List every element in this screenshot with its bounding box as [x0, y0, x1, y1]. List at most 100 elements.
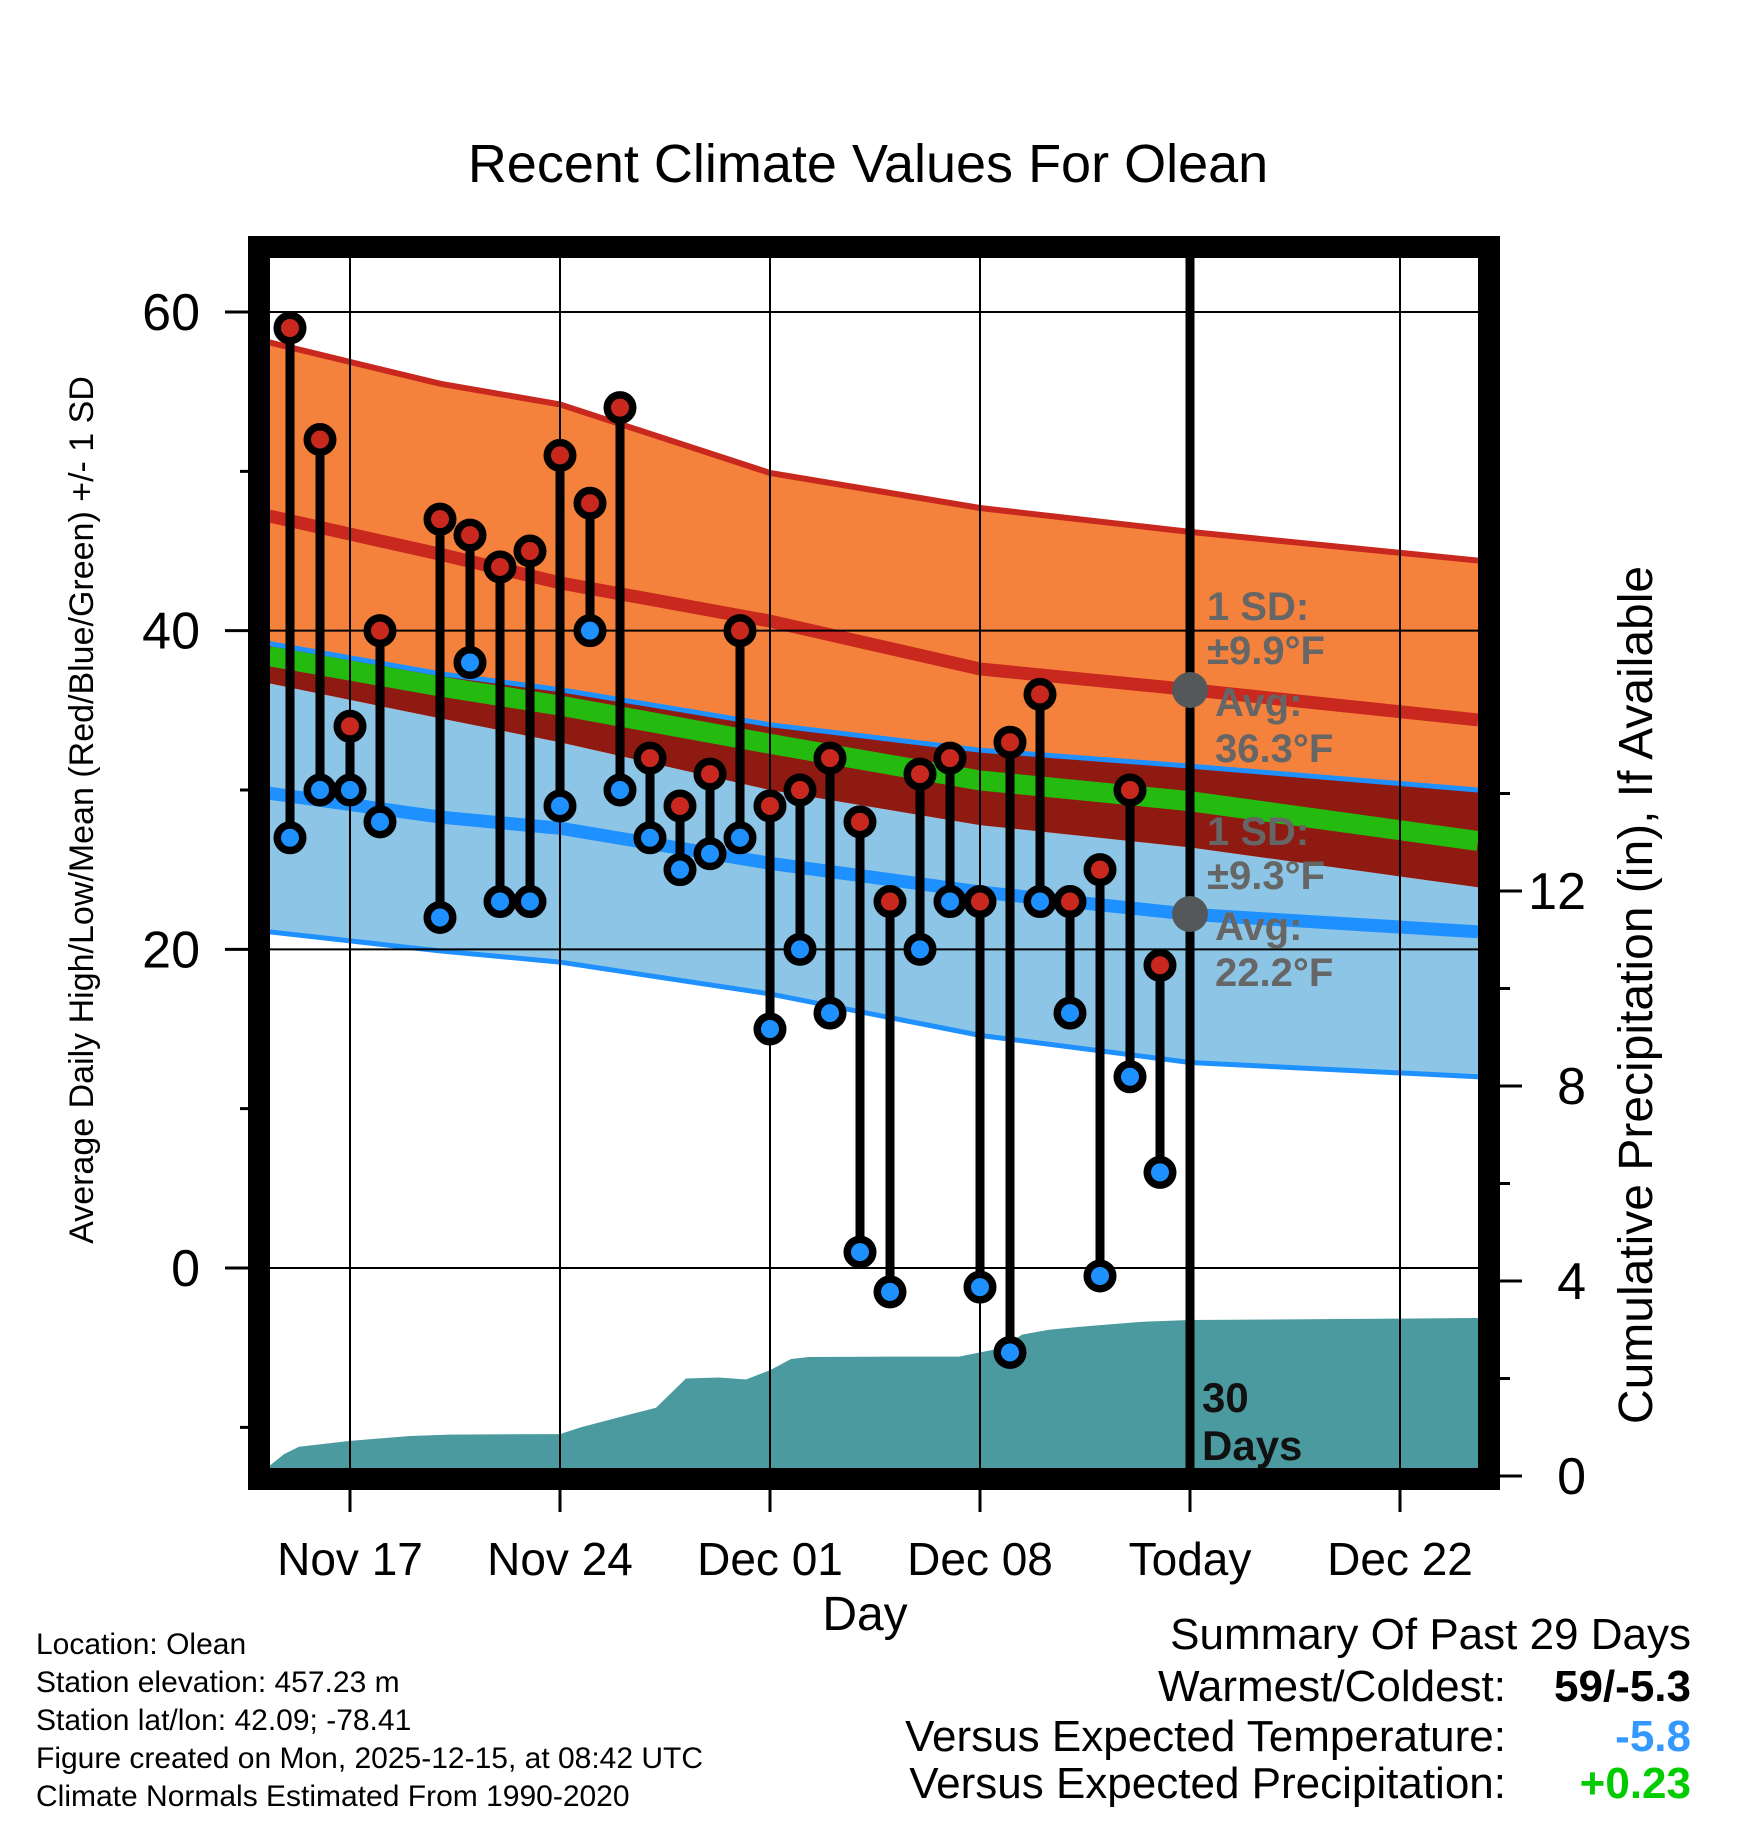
- low-avg-label: Avg:: [1215, 905, 1302, 949]
- warmest-coldest-value: 59/-5.3: [1554, 1662, 1691, 1711]
- summary-title-row: Summary Of Past 29 Days: [1170, 1610, 1691, 1660]
- warmest-coldest-label: Warmest/Coldest:: [1157, 1662, 1506, 1711]
- daily-high-dot: [993, 725, 1027, 759]
- daily-low-dot: [1053, 996, 1087, 1030]
- daily-low-dot: [633, 821, 667, 855]
- low-avg-value: 22.2°F: [1215, 951, 1333, 995]
- daily-high-dot: [1023, 677, 1057, 711]
- daily-low-dot: [873, 1275, 907, 1309]
- figure-created: Figure created on Mon, 2025-12-15, at 08…: [36, 1742, 704, 1775]
- daily-low-dot: [1083, 1259, 1117, 1293]
- daily-low-dot: [603, 773, 637, 807]
- station-location: Location: Olean: [36, 1628, 247, 1661]
- summary-row-vs-temperature: Versus Expected Temperature: -5.8: [905, 1712, 1691, 1762]
- high-avg-marker: [1172, 672, 1208, 708]
- daily-low-dot: [453, 646, 487, 680]
- daily-high-dot: [1083, 853, 1117, 887]
- vs-precipitation-label: Versus Expected Precipitation:: [909, 1759, 1506, 1808]
- daily-low-dot: [513, 885, 547, 919]
- daily-low-dot: [993, 1335, 1027, 1369]
- high-sd-label: 1 SD:: [1207, 585, 1309, 629]
- x-tick-label: Dec 01: [697, 1533, 843, 1585]
- y-right-tick-label: 4: [1557, 1253, 1586, 1311]
- vs-temperature-value: -5.8: [1615, 1712, 1691, 1761]
- daily-low-dot: [423, 900, 457, 934]
- daily-high-dot: [723, 614, 757, 648]
- x-tick-label: Today: [1129, 1533, 1252, 1585]
- daily-low-dot: [843, 1235, 877, 1269]
- daily-low-dot: [903, 932, 937, 966]
- daily-high-dot: [603, 391, 637, 425]
- low-sd-value: ±9.3°F: [1207, 854, 1325, 898]
- daily-low-dot: [963, 1270, 997, 1304]
- daily-high-dot: [633, 741, 667, 775]
- daily-high-dot: [663, 789, 697, 823]
- daily-high-dot: [513, 534, 547, 568]
- y-left-tick-label: 60: [142, 284, 200, 342]
- y-right-tick-label: 0: [1557, 1448, 1586, 1506]
- daily-high-dot: [423, 502, 457, 536]
- daily-high-dot: [753, 789, 787, 823]
- climate-normals-note: Climate Normals Estimated From 1990-2020: [36, 1780, 630, 1813]
- station-latlon: Station lat/lon: 42.09; -78.41: [36, 1704, 412, 1737]
- y-right-axis-title: Cumulative Precipitation (in), If Availa…: [1610, 566, 1663, 1424]
- period-days-line1: 30: [1202, 1374, 1249, 1421]
- daily-high-dot: [303, 422, 337, 456]
- daily-high-dot: [333, 709, 367, 743]
- daily-low-dot: [1143, 1155, 1177, 1189]
- daily-low-dot: [753, 1012, 787, 1046]
- y-right-tick-label: 12: [1528, 863, 1586, 921]
- x-tick-label: Dec 22: [1327, 1533, 1473, 1585]
- daily-low-dot: [663, 853, 697, 887]
- daily-low-dot: [333, 773, 367, 807]
- daily-low-dot: [303, 773, 337, 807]
- daily-low-dot: [783, 932, 817, 966]
- daily-low-dot: [543, 789, 577, 823]
- low-avg-marker: [1172, 896, 1208, 932]
- daily-low-dot: [363, 805, 397, 839]
- station-elevation: Station elevation: 457.23 m: [36, 1666, 400, 1699]
- y-left-tick-label: 0: [171, 1240, 200, 1298]
- daily-high-dot: [453, 518, 487, 552]
- plot-border: [248, 236, 1500, 1490]
- y-left-axis-title: Average Daily High/Low/Mean (Red/Blue/Gr…: [63, 376, 101, 1244]
- x-tick-label: Nov 24: [487, 1533, 633, 1585]
- daily-high-dot: [693, 757, 727, 791]
- daily-high-dot: [543, 438, 577, 472]
- daily-low-dot: [693, 837, 727, 871]
- daily-low-dot: [573, 614, 607, 648]
- daily-high-dot: [783, 773, 817, 807]
- high-avg-label: Avg:: [1215, 681, 1302, 725]
- high-band: [269, 342, 1478, 888]
- daily-high-dot: [273, 311, 307, 345]
- daily-high-dot: [903, 757, 937, 791]
- y-left-tick-label: 20: [142, 921, 200, 979]
- daily-low-dot: [1023, 885, 1057, 919]
- daily-low-dot: [1113, 1060, 1147, 1094]
- daily-high-dot: [363, 614, 397, 648]
- daily-high-dot: [573, 486, 607, 520]
- precip-area: [269, 1318, 1478, 1468]
- high-sd-value: ±9.9°F: [1207, 629, 1325, 673]
- daily-high-dot: [963, 885, 997, 919]
- period-days-line2: Days: [1202, 1422, 1302, 1469]
- daily-low-dot: [273, 821, 307, 855]
- x-tick-label: Dec 08: [907, 1533, 1053, 1585]
- daily-high-dot: [843, 805, 877, 839]
- x-axis-title: Day: [822, 1588, 907, 1641]
- high-avg-value: 36.3°F: [1215, 727, 1333, 771]
- x-tick-label: Nov 17: [277, 1533, 423, 1585]
- daily-high-dot: [873, 885, 907, 919]
- vs-precipitation-value: +0.23: [1579, 1759, 1691, 1808]
- chart-title: Recent Climate Values For Olean: [468, 134, 1268, 194]
- daily-high-dot: [483, 550, 517, 584]
- daily-low-dot: [483, 885, 517, 919]
- low-sd-label: 1 SD:: [1207, 810, 1309, 854]
- daily-high-dot: [1113, 773, 1147, 807]
- daily-low-dot: [723, 821, 757, 855]
- y-right-tick-label: 8: [1557, 1058, 1586, 1116]
- station-info-block: Location: Olean Station elevation: 457.2…: [36, 1626, 703, 1816]
